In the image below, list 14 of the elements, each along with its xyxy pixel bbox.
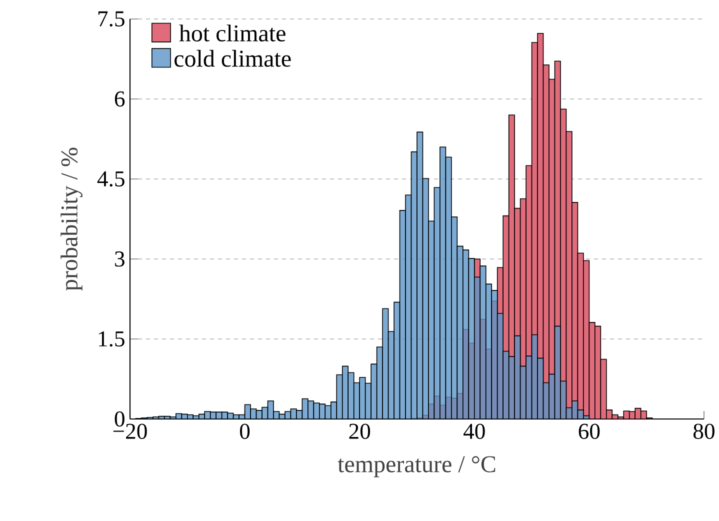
x-tick-label: 40 — [464, 424, 485, 439]
y-tick-label: 4.5 — [97, 171, 124, 187]
legend-label: hot climate — [179, 24, 286, 42]
x-axis-title: temperature / °C — [338, 456, 496, 478]
y-tick-label: 7.5 — [98, 11, 124, 27]
x-tick-label: 0 — [240, 424, 250, 439]
y-axis-title: probability / % — [60, 148, 82, 291]
y-tick-label: 3 — [115, 251, 124, 267]
x-tick-label: 20 — [349, 424, 370, 439]
legend-label: cold climate — [174, 50, 291, 67]
x-tick-label: 80 — [694, 424, 714, 439]
y-tick-label: 1.5 — [98, 331, 124, 347]
y-tick-label: 6 — [114, 91, 125, 107]
x-tick-label: 60 — [578, 424, 600, 439]
